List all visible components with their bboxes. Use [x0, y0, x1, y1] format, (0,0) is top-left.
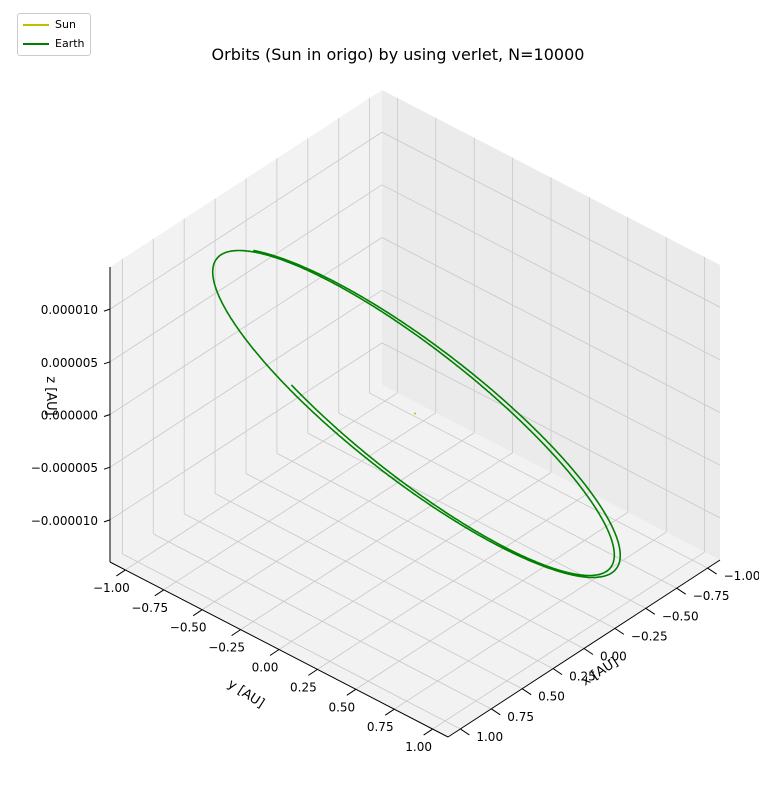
y-tick-mark	[384, 708, 395, 716]
x-tick-mark	[460, 728, 470, 736]
x-tick-mark	[552, 668, 563, 676]
y-tick-label: −0.75	[131, 601, 168, 615]
z-grid-right	[381, 289, 721, 466]
legend-label-sun: Sun	[55, 18, 76, 31]
x-tick-mark	[583, 648, 594, 655]
x-tick-mark	[614, 627, 625, 635]
z-grid-right	[381, 237, 721, 413]
y-tick-label: 0.25	[290, 680, 317, 694]
y-grid-floor	[317, 492, 590, 670]
legend-label-earth: Earth	[55, 37, 85, 50]
y-tick-mark	[346, 688, 357, 696]
y-tick-mark	[269, 649, 280, 656]
y-grid-floor	[278, 472, 552, 650]
y-tick-label: 0.00	[252, 661, 279, 675]
z-grid-left	[109, 131, 383, 310]
axis-lines	[103, 267, 721, 738]
z-tick-mark	[103, 466, 111, 470]
y-tick-label: 0.75	[367, 720, 394, 734]
z-axis-label: z [AU]	[43, 376, 58, 416]
z-tick-label: −0.000010	[31, 514, 98, 528]
z-tick-label: 0.000000	[41, 409, 98, 423]
legend-swatch-earth	[23, 43, 49, 45]
z-tick-mark	[103, 361, 111, 365]
y-tick-mark	[192, 609, 203, 617]
y-tick-mark	[116, 569, 126, 577]
x-tick-label: 0.50	[538, 690, 565, 704]
z-tick-mark	[103, 414, 111, 417]
tick-labels: −1.00−0.75−0.50−0.250.000.250.500.751.00…	[31, 303, 759, 754]
x-grid-floor	[153, 533, 492, 710]
z-grid-right	[381, 184, 721, 361]
x-tick-mark	[676, 587, 687, 595]
legend-item-earth: Earth	[18, 36, 90, 52]
z-tick-mark	[103, 308, 111, 312]
x-tick-label: −0.50	[662, 609, 699, 623]
x-grid-floor	[122, 553, 461, 730]
x-tick-mark	[490, 708, 501, 716]
y-tick-mark	[308, 668, 318, 676]
x-tick-label: 1.00	[476, 730, 503, 744]
z-tick-label: 0.000010	[41, 303, 98, 317]
x-tick-label: −0.75	[693, 589, 730, 603]
z-tick-mark	[103, 519, 111, 523]
z-tick-label: −0.000005	[31, 461, 98, 475]
x-tick-mark	[707, 567, 717, 575]
y-tick-mark	[423, 728, 433, 736]
series-lines	[211, 249, 621, 579]
x-tick-label: 0.00	[600, 650, 627, 664]
earth-orbit-line	[211, 249, 621, 579]
y-tick-label: 1.00	[405, 740, 432, 754]
grid-lines	[109, 97, 721, 730]
y-grid-floor	[394, 531, 667, 710]
x-grid-floor	[214, 493, 554, 669]
y-tick-mark	[231, 629, 241, 637]
y-tick-mark	[154, 589, 165, 597]
x-tick-mark	[645, 607, 656, 615]
legend-swatch-sun	[23, 24, 49, 26]
z-grid-left	[109, 342, 383, 521]
y-tick-label: 0.50	[328, 700, 355, 714]
y-tick-label: −1.00	[93, 581, 130, 595]
z-tick-label: 0.000005	[41, 356, 98, 370]
z-grid-left	[109, 237, 383, 415]
x-tick-label: −0.25	[631, 629, 668, 643]
x-tick-label: 0.25	[569, 670, 596, 684]
z-grid-left	[109, 289, 383, 468]
legend-item-sun: Sun	[18, 17, 90, 33]
y-grid-floor	[355, 511, 629, 690]
x-tick-label: −1.00	[724, 569, 759, 583]
y-tick-label: −0.50	[170, 621, 207, 635]
z-grid-right	[381, 131, 721, 308]
legend: Sun Earth	[17, 13, 91, 56]
sun-point	[414, 412, 416, 415]
y-axis-label: y [AU]	[225, 677, 267, 712]
z-grid-left	[109, 184, 383, 363]
x-tick-mark	[521, 688, 532, 696]
z-grid-right	[381, 342, 721, 519]
y-grid-floor	[432, 551, 705, 730]
chart-title: Orbits (Sun in origo) by using verlet, N…	[212, 45, 585, 64]
x-tick-label: 0.75	[507, 710, 534, 724]
y-tick-label: −0.25	[208, 641, 245, 655]
x-grid-floor	[183, 513, 523, 690]
